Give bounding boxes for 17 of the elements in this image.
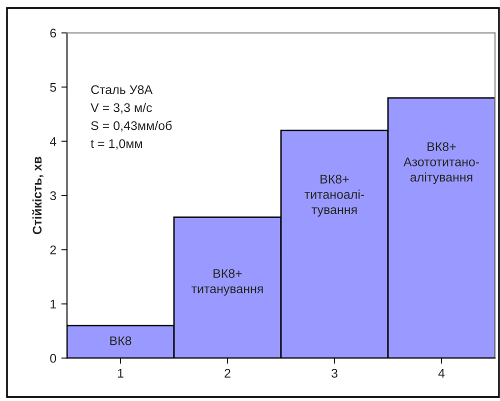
y-tick-label: 3 — [50, 191, 56, 200]
x-tick-label: 1 — [118, 368, 124, 378]
y-tick-label: 1 — [50, 300, 56, 308]
y-axis-title: Стійкість, хв — [32, 156, 44, 234]
annotation: ВК8+ титаноалі- тування — [304, 174, 364, 217]
x-tick-label: 2 — [224, 368, 230, 378]
y-tick-label: 0 — [50, 354, 56, 363]
annotation: Сталь У8А V = 3,3 м/с S = 0,43мм/об t = 1,0мм — [90, 85, 172, 150]
y-tick-label: 6 — [50, 28, 56, 38]
x-tick-label: 4 — [438, 368, 445, 378]
annotation: ВК8+ титанування — [192, 269, 263, 296]
y-tick-label: 2 — [50, 245, 56, 254]
annotation: ВК8+ Азототитано- алітування — [403, 142, 480, 184]
annotation: ВК8 — [110, 336, 132, 346]
x-tick-label: 3 — [332, 368, 338, 378]
y-tick-label: 4 — [50, 137, 56, 146]
y-tick-label: 5 — [50, 83, 56, 92]
